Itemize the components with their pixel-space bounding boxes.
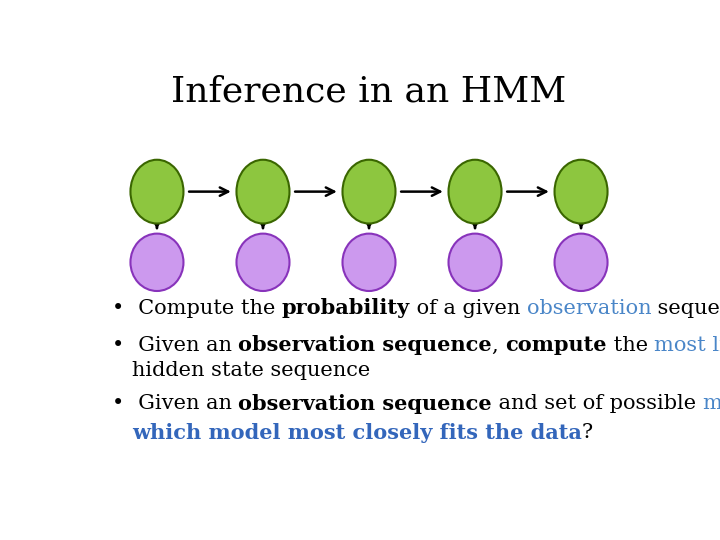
Text: the: the (606, 336, 654, 355)
Ellipse shape (449, 234, 502, 291)
Ellipse shape (236, 234, 289, 291)
Ellipse shape (236, 160, 289, 224)
Text: probability: probability (282, 298, 410, 318)
Text: ?: ? (582, 423, 593, 442)
Text: which model most closely fits the data: which model most closely fits the data (132, 423, 582, 443)
Text: observation sequence: observation sequence (238, 335, 492, 355)
Ellipse shape (554, 160, 608, 224)
Text: Inference in an HMM: Inference in an HMM (171, 75, 567, 109)
Text: •: • (112, 336, 125, 355)
Text: •: • (112, 394, 125, 413)
Text: observation: observation (527, 299, 652, 318)
Text: and set of possible: and set of possible (492, 394, 703, 413)
Text: observation sequence: observation sequence (238, 394, 492, 414)
Text: most likely: most likely (654, 336, 720, 355)
Text: of a given: of a given (410, 299, 527, 318)
Text: compute: compute (505, 335, 606, 355)
Text: ,: , (492, 336, 505, 355)
Text: models,: models, (703, 394, 720, 413)
Ellipse shape (554, 234, 608, 291)
Ellipse shape (130, 160, 184, 224)
Text: hidden state sequence: hidden state sequence (112, 361, 371, 380)
Ellipse shape (343, 160, 395, 224)
Text: Compute the: Compute the (125, 299, 282, 318)
Ellipse shape (343, 234, 395, 291)
Text: sequence: sequence (652, 299, 720, 318)
Text: Given an: Given an (125, 394, 238, 413)
Text: Given an: Given an (125, 336, 238, 355)
Ellipse shape (449, 160, 502, 224)
Ellipse shape (130, 234, 184, 291)
Text: •: • (112, 299, 125, 318)
